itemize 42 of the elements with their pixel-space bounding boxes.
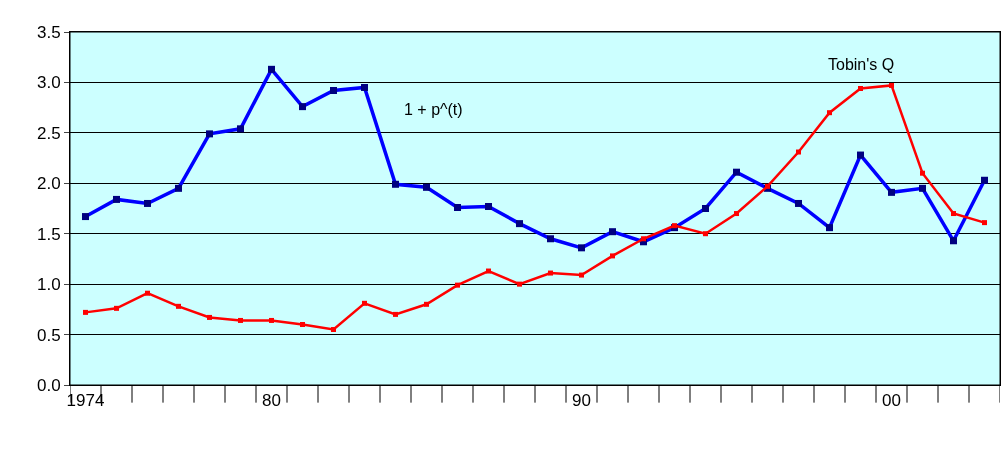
point bbox=[176, 303, 181, 309]
x-tick-label: 00 bbox=[882, 391, 901, 411]
y-tick-label: 0.0 bbox=[36, 375, 61, 395]
point bbox=[920, 170, 925, 176]
point bbox=[238, 317, 243, 323]
point bbox=[796, 149, 801, 155]
point bbox=[827, 110, 832, 116]
point bbox=[83, 309, 88, 315]
point bbox=[703, 231, 708, 237]
series-label: 1 + p^(t) bbox=[404, 101, 463, 118]
y-tick-label: 3.5 bbox=[36, 22, 61, 42]
x-tick-label: 80 bbox=[262, 391, 281, 411]
y-tick-label: 2.0 bbox=[36, 174, 61, 194]
point bbox=[145, 290, 150, 296]
point bbox=[579, 272, 584, 278]
point bbox=[331, 327, 336, 333]
series-label: Tobin's Q bbox=[828, 56, 895, 73]
point bbox=[641, 236, 646, 242]
y-tick-label: 3.0 bbox=[36, 73, 61, 93]
point bbox=[455, 282, 460, 288]
y-tick-label: 2.5 bbox=[36, 123, 61, 143]
x-tick-label: 90 bbox=[572, 391, 591, 411]
point bbox=[486, 268, 491, 274]
point bbox=[548, 270, 553, 276]
point bbox=[517, 281, 522, 287]
point bbox=[424, 301, 429, 307]
point bbox=[207, 314, 212, 320]
point bbox=[114, 305, 119, 311]
point bbox=[734, 211, 739, 217]
point bbox=[889, 82, 894, 88]
point bbox=[269, 317, 274, 323]
point bbox=[982, 220, 987, 226]
point bbox=[610, 253, 615, 259]
point bbox=[393, 311, 398, 317]
x-tick-label: 1974 bbox=[66, 391, 105, 411]
point bbox=[300, 321, 305, 327]
point bbox=[362, 300, 367, 306]
y-tick-label: 1.5 bbox=[36, 224, 61, 244]
y-tick-label: 0.5 bbox=[36, 325, 61, 345]
y-tick-label: 1.0 bbox=[36, 275, 61, 295]
point bbox=[858, 85, 863, 91]
point bbox=[951, 211, 956, 217]
